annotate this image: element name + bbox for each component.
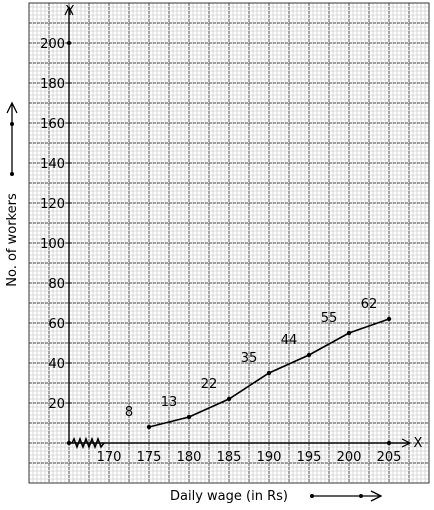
data-point [226, 396, 232, 402]
x-direction-arrow-dot [310, 494, 314, 498]
data-label: 55 [321, 311, 338, 326]
y-tick-label: 80 [48, 277, 65, 292]
x-axis-break [71, 436, 105, 450]
origin-dot [66, 440, 72, 446]
x-tick-label: 180 [177, 450, 202, 465]
x-tick-label: 185 [217, 450, 242, 465]
data-point [146, 424, 152, 430]
y-direction-arrow-dot [10, 122, 14, 126]
plot-frame [28, 2, 430, 484]
y-tick-label: 100 [40, 237, 65, 252]
x-axis-letter: X [414, 436, 423, 451]
x-axis-arrow [401, 438, 412, 448]
y-tick-label: 180 [40, 77, 65, 92]
data-point [386, 316, 392, 322]
y-tick-label: 200 [40, 37, 65, 52]
data-label: 62 [361, 297, 378, 312]
data-label: 13 [161, 395, 178, 410]
x-direction-arrow-head [370, 490, 383, 502]
axes [6, 2, 430, 502]
grid-major [28, 2, 430, 484]
y-tick-label: 60 [48, 317, 65, 332]
y-tick-label: 120 [40, 197, 65, 212]
y-axis-letter: Y [65, 4, 74, 19]
labels: 20 40 60 80 100 120 140 160 180 200 170 175 180 185 19… [40, 37, 401, 465]
y-tick-label: 40 [48, 357, 65, 372]
x-tick-label: 195 [297, 450, 322, 465]
y-tick-label: 160 [40, 117, 65, 132]
data-point [186, 414, 192, 420]
x-axis-end-dot [386, 440, 392, 446]
data-point [346, 330, 352, 336]
y-axis-title: No. of workers [5, 193, 20, 287]
data-point [266, 370, 272, 376]
series-line [146, 316, 392, 430]
y-tick-label: 20 [48, 397, 65, 412]
data-point [306, 352, 312, 358]
y-tick-label: 140 [40, 157, 65, 172]
x-tick-label: 190 [257, 450, 282, 465]
x-tick-label: 200 [337, 450, 362, 465]
x-tick-label: 170 [97, 450, 122, 465]
data-label: 44 [281, 333, 298, 348]
data-label: 22 [201, 377, 218, 392]
grid-major-lines [28, 2, 430, 484]
y-top-dot [67, 41, 71, 45]
x-direction-arrow-dot [359, 494, 363, 498]
x-tick-label: 205 [377, 450, 402, 465]
y-direction-arrow-dot [10, 172, 14, 176]
y-direction-arrow-head [6, 101, 18, 114]
data-label: 8 [125, 405, 133, 420]
y-axis-arrow [64, 5, 74, 16]
x-tick-label: 175 [137, 450, 162, 465]
data-label: 35 [241, 351, 258, 366]
x-axis-title: Daily wage (in Rs) [170, 489, 288, 504]
